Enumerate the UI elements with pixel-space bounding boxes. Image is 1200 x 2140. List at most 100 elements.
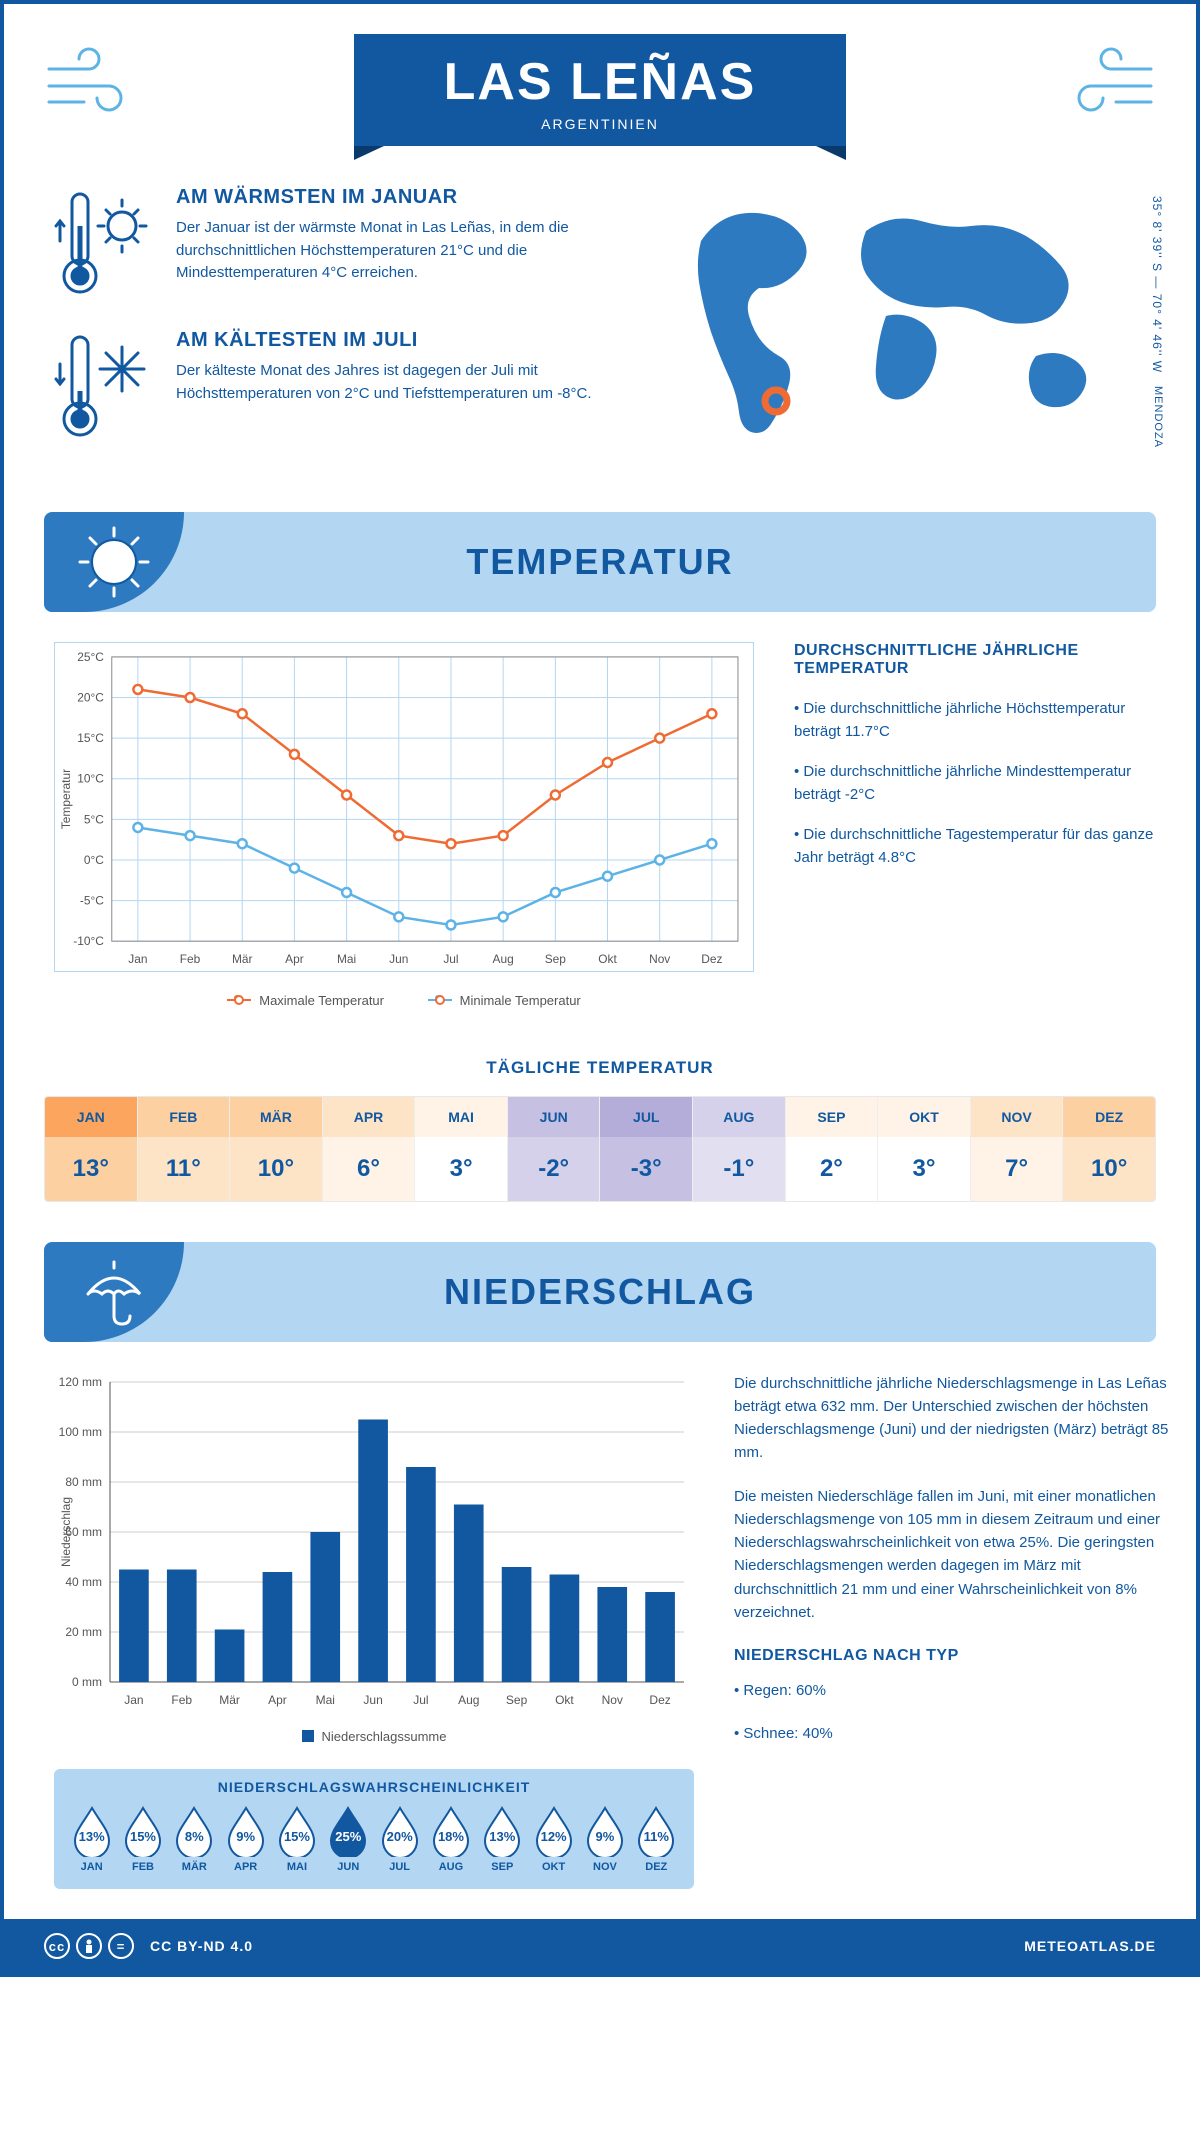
daily-temp-cell: NOV 7° bbox=[971, 1097, 1064, 1201]
raindrop-icon: 20% bbox=[379, 1805, 421, 1857]
license-label: CC BY-ND 4.0 bbox=[150, 1938, 253, 1954]
temperature-notes: DURCHSCHNITTLICHE JÄHRLICHE TEMPERATUR •… bbox=[794, 642, 1154, 1008]
prob-cell: 8% MÄR bbox=[171, 1805, 218, 1873]
svg-text:10°C: 10°C bbox=[77, 772, 104, 786]
coldest-text: Der kälteste Monat des Jahres ist dagege… bbox=[176, 360, 636, 405]
nd-icon: = bbox=[108, 1933, 134, 1959]
footer: cc = CC BY-ND 4.0 METEOATLAS.DE bbox=[4, 1919, 1196, 1973]
legend-min-label: Minimale Temperatur bbox=[460, 993, 581, 1008]
license-block: cc = CC BY-ND 4.0 bbox=[44, 1933, 253, 1959]
svg-text:Mai: Mai bbox=[316, 1693, 335, 1707]
region-label: MENDOZA bbox=[1152, 386, 1164, 448]
svg-text:Niederschlag: Niederschlag bbox=[59, 1496, 73, 1566]
legend-max-label: Maximale Temperatur bbox=[259, 993, 384, 1008]
precip-rain-label: • Regen: 60% bbox=[734, 1679, 1174, 1702]
raindrop-icon: 11% bbox=[635, 1805, 677, 1857]
svg-text:100 mm: 100 mm bbox=[59, 1425, 102, 1439]
precip-legend-label: Niederschlagssumme bbox=[322, 1729, 447, 1744]
header: LAS LEÑAS ARGENTINIEN bbox=[4, 4, 1196, 166]
svg-text:Feb: Feb bbox=[180, 952, 201, 966]
precip-bar-chart: 0 mm20 mm40 mm60 mm80 mm100 mm120 mmNied… bbox=[54, 1372, 694, 1712]
temperature-section-banner: TEMPERATUR bbox=[44, 512, 1156, 612]
precip-by-type-title: NIEDERSCHLAG NACH TYP bbox=[734, 1644, 1174, 1669]
warmest-fact: AM WÄRMSTEN IM JANUAR Der Januar ist der… bbox=[54, 186, 636, 301]
svg-text:Okt: Okt bbox=[598, 952, 617, 966]
prob-cell: 11% DEZ bbox=[633, 1805, 680, 1873]
svg-text:Jul: Jul bbox=[413, 1693, 428, 1707]
prob-title: NIEDERSCHLAGSWAHRSCHEINLICHKEIT bbox=[68, 1779, 680, 1795]
prob-cell: 13% JAN bbox=[68, 1805, 115, 1873]
raindrop-icon: 13% bbox=[71, 1805, 113, 1857]
svg-text:20°C: 20°C bbox=[77, 691, 104, 705]
svg-text:Sep: Sep bbox=[545, 952, 567, 966]
daily-temp-cell: JUL -3° bbox=[600, 1097, 693, 1201]
svg-text:5°C: 5°C bbox=[84, 812, 104, 826]
warmest-title: AM WÄRMSTEN IM JANUAR bbox=[176, 186, 636, 209]
svg-text:Feb: Feb bbox=[171, 1693, 192, 1707]
raindrop-icon: 15% bbox=[276, 1805, 318, 1857]
raindrop-icon: 9% bbox=[225, 1805, 267, 1857]
svg-text:Sep: Sep bbox=[506, 1693, 528, 1707]
temp-note-item: • Die durchschnittliche jährliche Höchst… bbox=[794, 698, 1154, 743]
svg-text:Nov: Nov bbox=[602, 1693, 623, 1707]
svg-text:Dez: Dez bbox=[701, 952, 722, 966]
temperature-facts: AM WÄRMSTEN IM JANUAR Der Januar ist der… bbox=[54, 186, 636, 472]
svg-text:-10°C: -10°C bbox=[73, 934, 104, 948]
daily-temp-cell: MÄR 10° bbox=[230, 1097, 323, 1201]
thermometer-cold-icon bbox=[54, 329, 154, 444]
country-label: ARGENTINIEN bbox=[444, 116, 757, 132]
raindrop-icon: 13% bbox=[481, 1805, 523, 1857]
precip-heading: NIEDERSCHLAG bbox=[444, 1271, 756, 1313]
svg-text:20 mm: 20 mm bbox=[65, 1625, 102, 1639]
svg-text:0 mm: 0 mm bbox=[72, 1675, 102, 1689]
prob-cell: 18% AUG bbox=[427, 1805, 474, 1873]
wind-icon bbox=[44, 44, 154, 129]
prob-cell: 20% JUL bbox=[376, 1805, 423, 1873]
temp-note-item: • Die durchschnittliche jährliche Mindes… bbox=[794, 761, 1154, 806]
coldest-title: AM KÄLTESTEN IM JULI bbox=[176, 329, 636, 352]
prob-cell: 9% APR bbox=[222, 1805, 269, 1873]
svg-text:Dez: Dez bbox=[649, 1693, 670, 1707]
raindrop-icon: 25% bbox=[327, 1805, 369, 1857]
title-banner: LAS LEÑAS ARGENTINIEN bbox=[354, 34, 847, 146]
svg-text:Nov: Nov bbox=[649, 952, 670, 966]
daily-temp-cell: FEB 11° bbox=[138, 1097, 231, 1201]
daily-temp-cell: JUN -2° bbox=[508, 1097, 601, 1201]
temperature-line-chart: -10°C-5°C0°C5°C10°C15°C20°C25°CJanFebMär… bbox=[54, 642, 754, 972]
sun-icon bbox=[44, 512, 184, 612]
location-title: LAS LEÑAS bbox=[444, 52, 757, 112]
precip-paragraph: Die meisten Niederschläge fallen im Juni… bbox=[734, 1485, 1174, 1625]
temperature-heading: TEMPERATUR bbox=[466, 541, 733, 583]
prob-cell: 25% JUN bbox=[325, 1805, 372, 1873]
svg-text:0°C: 0°C bbox=[84, 853, 104, 867]
thermometer-hot-icon bbox=[54, 186, 154, 301]
daily-temp-cell: JAN 13° bbox=[45, 1097, 138, 1201]
precip-content: 0 mm20 mm40 mm60 mm80 mm100 mm120 mmNied… bbox=[4, 1372, 1196, 1920]
prob-cell: 15% FEB bbox=[119, 1805, 166, 1873]
precip-snow-label: • Schnee: 40% bbox=[734, 1722, 1174, 1745]
umbrella-icon bbox=[44, 1242, 184, 1342]
raindrop-icon: 12% bbox=[533, 1805, 575, 1857]
daily-temp-table: JAN 13° FEB 11° MÄR 10° APR 6° MAI 3° JU… bbox=[44, 1096, 1156, 1202]
coldest-fact: AM KÄLTESTEN IM JULI Der kälteste Monat … bbox=[54, 329, 636, 444]
svg-text:120 mm: 120 mm bbox=[59, 1375, 102, 1389]
svg-text:Jan: Jan bbox=[124, 1693, 143, 1707]
by-icon bbox=[76, 1933, 102, 1959]
svg-text:Jan: Jan bbox=[128, 952, 147, 966]
svg-text:Okt: Okt bbox=[555, 1693, 574, 1707]
warmest-text: Der Januar ist der wärmste Monat in Las … bbox=[176, 217, 636, 285]
prob-cell: 12% OKT bbox=[530, 1805, 577, 1873]
daily-temp-title: TÄGLICHE TEMPERATUR bbox=[4, 1058, 1196, 1078]
daily-temp-cell: APR 6° bbox=[323, 1097, 416, 1201]
svg-text:Apr: Apr bbox=[268, 1693, 287, 1707]
cc-icon: cc bbox=[44, 1933, 70, 1959]
raindrop-icon: 15% bbox=[122, 1805, 164, 1857]
site-label: METEOATLAS.DE bbox=[1024, 1938, 1156, 1954]
svg-text:80 mm: 80 mm bbox=[65, 1475, 102, 1489]
prob-cell: 15% MAI bbox=[273, 1805, 320, 1873]
svg-text:Jun: Jun bbox=[363, 1693, 382, 1707]
temperature-legend: .legend-swatch:nth-child(1)::after{borde… bbox=[54, 989, 754, 1008]
svg-text:Jul: Jul bbox=[443, 952, 458, 966]
svg-text:-5°C: -5°C bbox=[80, 894, 104, 908]
page-frame: LAS LEÑAS ARGENTINIEN bbox=[0, 0, 1200, 1977]
